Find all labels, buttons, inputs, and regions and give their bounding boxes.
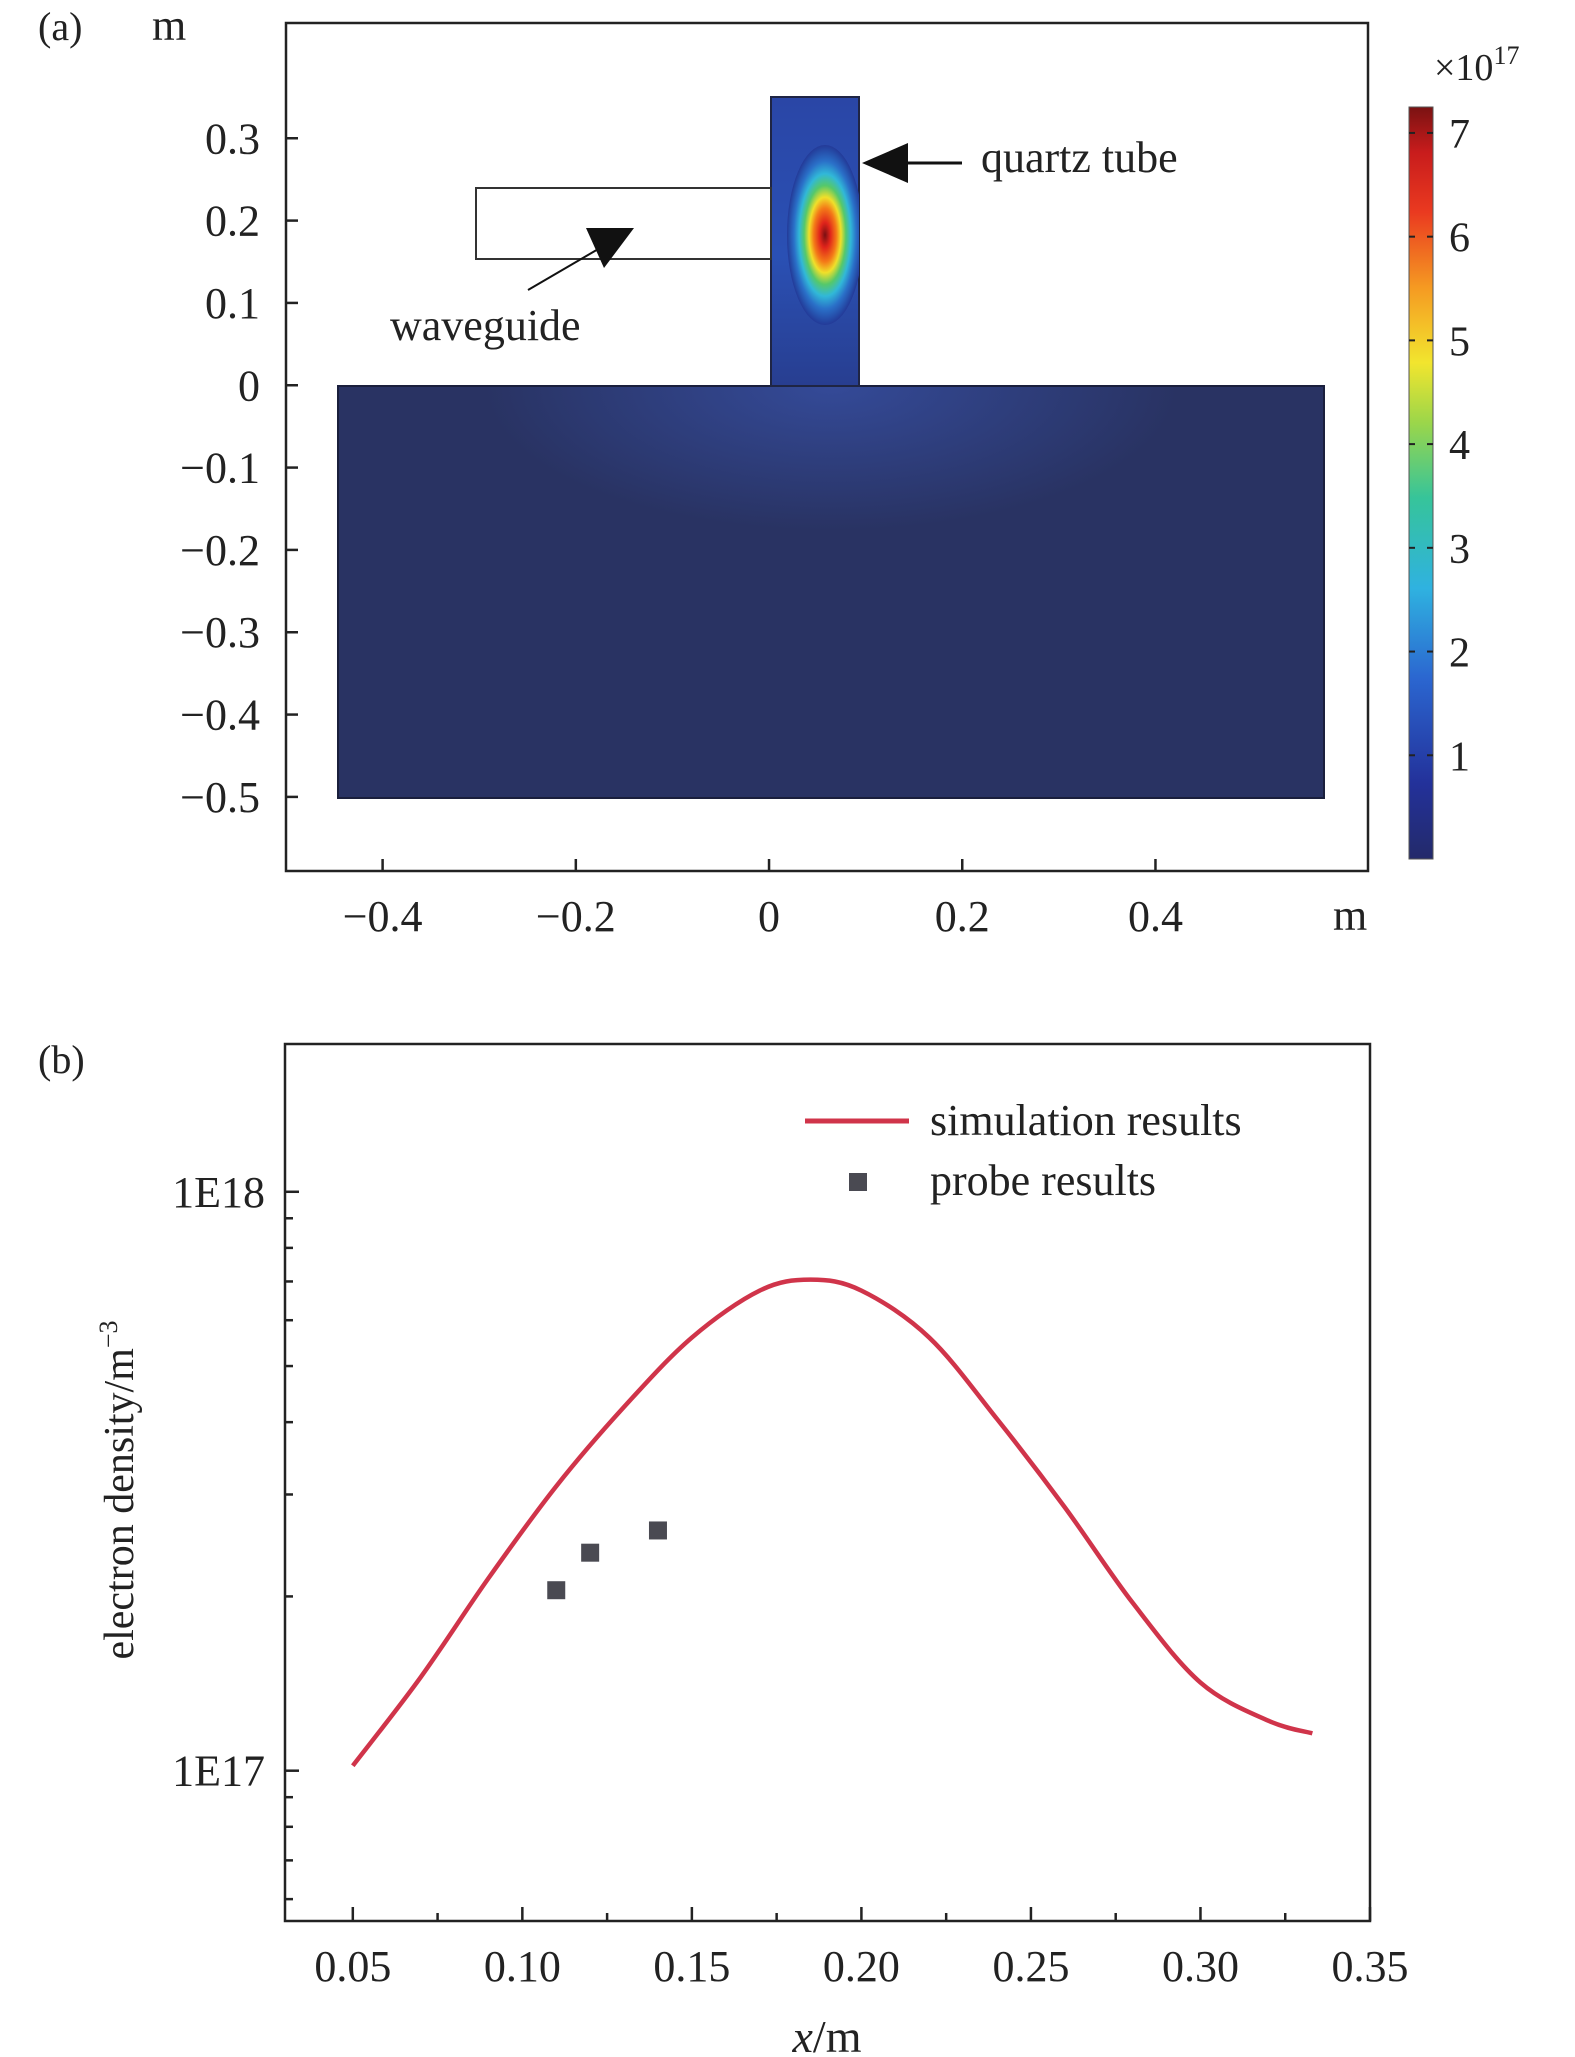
- panel-a-x-ticks: −0.4 −0.2 0 0.2 0.4: [343, 859, 1183, 941]
- quartz-tube-label: quartz tube: [981, 133, 1178, 182]
- x-tick-label: 0.05: [314, 1942, 391, 1991]
- y-tick-label: −0.4: [180, 691, 260, 740]
- panel-b-frame: [283, 1042, 1372, 1923]
- annotation-quartz-tube: quartz tube: [862, 133, 1178, 183]
- waveguide-arrow-shaft: [527, 247, 601, 291]
- panel-b-series: [351, 1277, 1313, 1768]
- x-tick-label: 0.4: [1128, 892, 1183, 941]
- y-tick-label: 0.3: [205, 114, 260, 163]
- waveguide-arrow-head: [586, 228, 634, 268]
- x-tick-label: 0.25: [992, 1942, 1069, 1991]
- colorbar-gradient: [1408, 106, 1434, 860]
- probe-point: [581, 1543, 600, 1562]
- panel-b-ylabel: electron density/m−3: [94, 1320, 143, 1659]
- x-tick-label: 0.35: [1332, 1942, 1409, 1991]
- x-tick-label: 0.20: [823, 1942, 900, 1991]
- panel-a-y-ticks: 0.3 0.2 0.1 0 −0.1 −0.2 −0.3 −0.4 −0.5: [180, 114, 298, 822]
- colorbar-ticks: 1 2 3 4 5 6 7: [1409, 112, 1470, 780]
- legend-label-probe: probe results: [930, 1156, 1156, 1205]
- colorbar-tick-label: 7: [1449, 112, 1470, 158]
- x-tick-label: −0.4: [343, 892, 423, 941]
- annotation-waveguide: waveguide: [390, 228, 634, 350]
- x-tick-label: 0.10: [484, 1942, 561, 1991]
- x-tick-label: 0: [758, 892, 780, 941]
- y-tick-label: −0.2: [180, 526, 260, 575]
- waveguide-label: waveguide: [390, 301, 581, 350]
- quartz-tube-arrow-head: [862, 143, 908, 183]
- panel-b: (b) 0.05 0.10 0.15 0.20 0.25 0.30 0.35 1E171E1…: [38, 1037, 1409, 2057]
- colorbar-tick-label: 3: [1449, 527, 1470, 573]
- colorbar-tick-label: 2: [1449, 631, 1470, 677]
- panel-a-frame: [284, 21, 1370, 873]
- legend-marker-probe: [849, 1173, 867, 1191]
- y-tick-label: 0.1: [205, 279, 260, 328]
- colorbar: ×1017 1 2 3 4 5 6 7: [1408, 41, 1519, 860]
- heatmap-regions: [337, 96, 1325, 799]
- colorbar-tick-label: 5: [1449, 319, 1470, 365]
- y-tick-label: −0.3: [180, 608, 260, 657]
- x-tick-label: −0.2: [536, 892, 616, 941]
- colorbar-tick-label: 1: [1449, 734, 1470, 780]
- y-tick-label: −0.5: [180, 773, 260, 822]
- legend-label-simulation: simulation results: [930, 1096, 1242, 1145]
- panel-b-xlabel: x/m: [792, 2011, 862, 2057]
- panel-b-y-ticks: 1E17 1E18: [172, 1168, 299, 1901]
- x-tick-label: 0.2: [935, 892, 990, 941]
- colorbar-multiplier-exp: 17: [1493, 41, 1519, 70]
- probe-point: [648, 1521, 667, 1540]
- waveguide-region: [475, 187, 772, 260]
- y-tick-label: 1E18: [172, 1168, 265, 1217]
- x-tick-label: 0.30: [1162, 1942, 1239, 1991]
- panel-b-x-ticks: 0.05 0.10 0.15 0.20 0.25 0.30 0.35: [314, 1907, 1409, 1991]
- simulation-line: [351, 1277, 1313, 1768]
- y-tick-label: 0.2: [205, 197, 260, 246]
- y-tick-label: −0.1: [180, 444, 260, 493]
- panel-a-axes: [284, 21, 1370, 873]
- panel-b-legend: simulation results probe results: [805, 1096, 1242, 1205]
- x-tick-label: 0.15: [653, 1942, 730, 1991]
- colorbar-multiplier: ×1017: [1434, 41, 1519, 89]
- panel-a-xlabel: m: [1333, 891, 1367, 940]
- panel-b-ylabel-sup: −3: [94, 1320, 123, 1348]
- y-tick-label: 1E17: [172, 1747, 265, 1796]
- panel-a: (a) m m −0.4 −0.2 0 0.2 0.4 0.3 0.2 0.1 0 −0.1 −0…: [38, 1, 1519, 941]
- panel-b-label: (b): [38, 1037, 85, 1082]
- chamber-region: [337, 385, 1325, 799]
- colorbar-tick-label: 6: [1449, 216, 1470, 262]
- y-tick-label: 0: [238, 361, 260, 410]
- probe-point: [547, 1581, 566, 1600]
- panel-a-ylabel: m: [152, 1, 186, 50]
- colorbar-tick-label: 4: [1449, 423, 1470, 469]
- colorbar-multiplier-base: ×10: [1434, 47, 1493, 89]
- plasma-hotspot: [787, 145, 859, 325]
- panel-a-label: (a): [38, 4, 82, 49]
- panel-b-xlabel-rest: /m: [813, 2011, 862, 2057]
- panel-b-xlabel-italic: x: [792, 2011, 814, 2057]
- panel-b-ylabel-text: electron density/m: [97, 1348, 143, 1660]
